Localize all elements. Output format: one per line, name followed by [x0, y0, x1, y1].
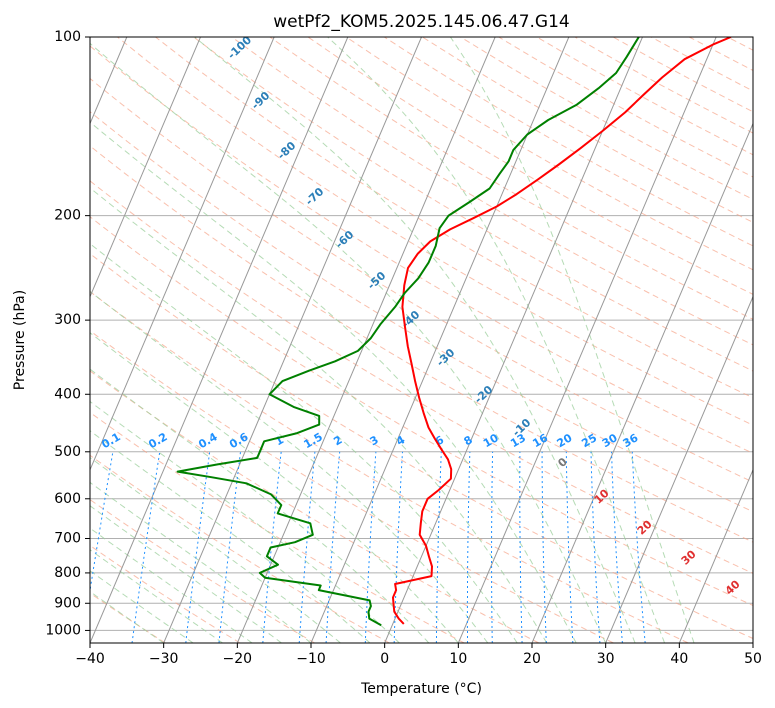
- dry-adiabats: [90, 37, 753, 643]
- dewpoint-profile: [176, 37, 640, 627]
- x-tick-label: 50: [744, 651, 762, 667]
- y-tick-label: 900: [54, 595, 81, 611]
- isotherm: [90, 37, 349, 643]
- y-tick-label: 500: [54, 444, 81, 460]
- x-tick-label: 0: [380, 651, 389, 667]
- x-tick-label: 10: [449, 651, 467, 667]
- plot-frame: [89, 36, 754, 644]
- moist-adiabat: [90, 400, 400, 643]
- isotherm: [90, 37, 275, 472]
- isotherm: [531, 122, 753, 643]
- isotherm: [163, 37, 422, 643]
- moist-adiabat: [90, 590, 164, 643]
- moist-adiabat: [90, 570, 194, 643]
- dry-adiabat: [90, 499, 315, 643]
- moist-adiabat: [194, 37, 636, 643]
- dry-adiabat: [307, 37, 753, 295]
- moist-adiabat: [90, 456, 341, 643]
- dry-adiabat: [90, 45, 753, 454]
- x-tick-label: −10: [296, 651, 326, 667]
- moist-adiabat: [90, 243, 518, 643]
- moist-adiabat: [90, 290, 489, 643]
- y-axis-label: Pressure (hPa): [12, 290, 28, 390]
- moist-adiabat: [90, 121, 577, 643]
- x-axis: −40 −30 −20 −10 0 10 20 30 40 50: [75, 643, 762, 667]
- dry-adiabat: [90, 77, 753, 483]
- isotherm: [605, 295, 753, 643]
- moist-adiabats: [90, 37, 695, 643]
- x-axis-label: Temperature (°C): [360, 681, 482, 697]
- moist-adiabat: [449, 37, 695, 643]
- y-tick-label: 200: [54, 208, 81, 224]
- y-tick-label: 300: [54, 312, 81, 328]
- y-axis: 100 200 300 400 500 600 700 800 900 1000: [45, 29, 90, 638]
- isotherms: [90, 37, 753, 643]
- moist-adiabat: [90, 332, 459, 643]
- dry-adiabat: [90, 370, 540, 643]
- dry-adiabat: [90, 111, 753, 513]
- dry-adiabat: [90, 253, 753, 640]
- moist-adiabat: [90, 481, 312, 643]
- temperature-profile: [392, 37, 732, 625]
- moist-adiabat: [90, 187, 548, 643]
- moist-adiabat: [327, 37, 666, 643]
- isotherm: [310, 37, 570, 643]
- dry-adiabat: [193, 37, 753, 372]
- x-tick-label: 30: [597, 651, 615, 667]
- y-tick-label: 400: [54, 386, 81, 402]
- x-tick-label: 40: [670, 651, 688, 667]
- moist-adiabat: [90, 42, 607, 643]
- moist-adiabat: [90, 430, 371, 643]
- isotherm: [236, 37, 496, 643]
- y-tick-label: 100: [54, 29, 81, 45]
- dry-adiabat: [90, 330, 614, 643]
- dry-adiabat: [231, 37, 753, 346]
- y-tick-label: 700: [54, 531, 81, 547]
- x-tick-label: −30: [149, 651, 179, 667]
- y-tick-label: 600: [54, 491, 81, 507]
- isotherm: [678, 468, 753, 643]
- x-tick-label: 20: [523, 651, 541, 667]
- y-tick-label: 1000: [45, 622, 81, 638]
- isotherm: [384, 37, 643, 643]
- dry-adiabat: [90, 454, 390, 643]
- y-tick-label: 800: [54, 565, 81, 581]
- dry-adiabat: [90, 216, 753, 606]
- moist-adiabat: [90, 368, 430, 643]
- x-tick-label: −20: [223, 651, 253, 667]
- isotherm: [457, 37, 717, 643]
- x-tick-label: −40: [75, 651, 105, 667]
- profile-series: [176, 37, 732, 627]
- dry-adiabat: [90, 145, 753, 543]
- plot-area: -100-90-80-70-60-50-40-30-20-10010203040…: [90, 37, 753, 643]
- isotherm: [90, 37, 201, 298]
- chart-title: wetPf2_KOM5.2025.145.06.47.G14: [273, 12, 569, 32]
